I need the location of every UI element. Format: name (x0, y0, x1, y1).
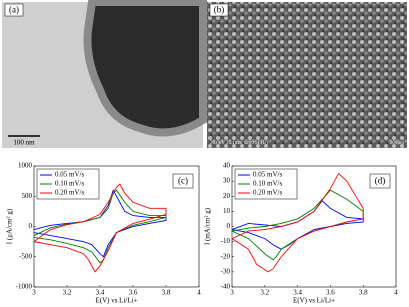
cv-curve (231, 172, 364, 273)
panel-label-box (209, 3, 229, 17)
legend-label: 0.20 mV/s (253, 189, 282, 197)
x-tick-label: 4 (197, 289, 201, 297)
y-tick-label: 0 (29, 222, 33, 230)
x-tick-label: 3.2 (260, 289, 269, 297)
panel-label: (d) (375, 176, 386, 186)
y-tick-label: -20 (221, 252, 231, 260)
y-tick-label: 500 (22, 192, 33, 200)
y-tick-label: -1000 (16, 283, 33, 291)
x-tick-label: 3 (32, 289, 36, 297)
legend-label: 0.10 mV/s (55, 180, 84, 188)
x-tick-label: 3.6 (326, 289, 335, 297)
panel-label: (b) (214, 5, 225, 15)
x-tick-label: 3.4 (293, 289, 302, 297)
y-tick-label: 0 (227, 222, 231, 230)
micrograph-a: (a) 100 nm (2, 0, 207, 148)
cv-curve (33, 183, 167, 273)
panel-label: (a) (9, 5, 19, 15)
y-axis-label: I (μA/cm² g) (6, 208, 14, 244)
y-tick-label: -40 (221, 283, 231, 291)
scale-bar-label: 100 nm (13, 139, 35, 147)
x-tick-label: 3.8 (162, 289, 171, 297)
plot-frame (231, 165, 397, 288)
y-tick-label: 1000 (18, 162, 33, 170)
legend-label: 0.05 mV/s (253, 171, 282, 179)
x-tick-label: 3.8 (359, 289, 368, 297)
scale-bar-label: 200μm (390, 141, 404, 146)
y-tick-label: 20 (223, 192, 231, 200)
particle (83, 0, 207, 137)
legend-label: 0.10 mV/s (253, 180, 282, 188)
legend-label: 0.05 mV/s (55, 171, 84, 179)
x-tick-label: 4 (394, 289, 398, 297)
panel-label: (c) (178, 176, 188, 186)
y-tick-label: -30 (221, 267, 231, 275)
cv-curve (33, 189, 167, 264)
y-tick-label: -10 (221, 237, 231, 245)
legend-label: 0.20 mV/s (55, 189, 84, 197)
y-tick-label: -500 (19, 252, 32, 260)
x-tick-label: 3.4 (96, 289, 105, 297)
panel-label-box (369, 173, 391, 189)
y-tick-label: 10 (223, 207, 231, 215)
x-tick-label: 3.2 (63, 289, 72, 297)
sem-image (207, 2, 407, 148)
chart: 3 3.2 3.4 3.6 3.8 4 -40 -30 -20 -10 0 10 20 30 40 E(V) … (204, 162, 399, 305)
y-tick-label: 30 (223, 177, 231, 185)
chart: 3 3.2 3.4 3.6 3.8 4 -1000 -500 0 500 1000 E(V) vs L… (6, 162, 202, 305)
y-axis-label: I (mA/cm² g) (204, 207, 212, 245)
panel-label-box (4, 3, 24, 17)
x-tick-label: 3 (230, 289, 234, 297)
panel-label-box (172, 173, 194, 189)
y-tick-label: 40 (223, 162, 231, 170)
x-axis-label: E(V) vs Li/Li+ (95, 297, 137, 305)
x-tick-label: 3.6 (129, 289, 138, 297)
x-axis-label: E(V) vs Li/Li+ (293, 297, 335, 305)
sem-info: 20.0kV 25.1mm x200 SE(U) (210, 141, 268, 146)
micrograph-b: (b) 20.0kV 25.1mm x200 SE(U) 200μm (207, 2, 407, 148)
